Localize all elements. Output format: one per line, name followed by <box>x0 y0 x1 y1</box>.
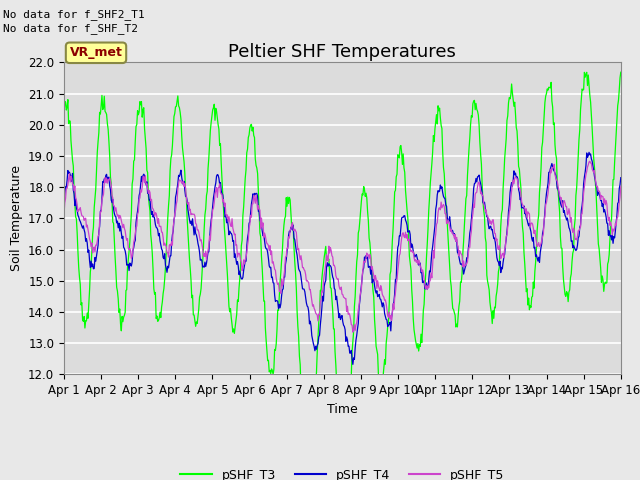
pSHF_T5 <box>184 202 192 207</box>
pSHF_T5 <box>70 188 78 193</box>
pSHF_T3 <box>184 229 192 235</box>
pSHF_T3 <box>304 456 312 461</box>
pSHF_T4 <box>60 198 68 204</box>
Title: Peltier SHF Temperatures: Peltier SHF Temperatures <box>228 43 456 61</box>
pSHF_T4 <box>349 361 356 367</box>
X-axis label: Time: Time <box>327 403 358 416</box>
pSHF_T4 <box>184 206 192 212</box>
pSHF_T3 <box>617 69 625 75</box>
Text: No data for f_SHF2_T1: No data for f_SHF2_T1 <box>3 9 145 20</box>
pSHF_T5 <box>617 183 625 189</box>
pSHF_T3 <box>411 332 419 338</box>
pSHF_T5 <box>127 255 135 261</box>
pSHF_T4 <box>127 263 135 269</box>
pSHF_T4 <box>585 149 593 155</box>
Line: pSHF_T4: pSHF_T4 <box>64 152 621 364</box>
pSHF_T3 <box>428 171 435 177</box>
pSHF_T5 <box>586 158 594 164</box>
pSHF_T4 <box>411 254 419 260</box>
Text: No data for f_SHF_T2: No data for f_SHF_T2 <box>3 23 138 34</box>
pSHF_T5 <box>60 212 68 218</box>
pSHF_T5 <box>214 194 221 200</box>
Text: VR_met: VR_met <box>70 46 122 59</box>
pSHF_T3 <box>214 115 221 121</box>
Legend: pSHF_T3, pSHF_T4, pSHF_T5: pSHF_T3, pSHF_T4, pSHF_T5 <box>175 464 509 480</box>
pSHF_T4 <box>617 175 625 180</box>
pSHF_T4 <box>70 191 78 196</box>
pSHF_T3 <box>127 211 135 216</box>
Line: pSHF_T3: pSHF_T3 <box>64 72 621 458</box>
pSHF_T3 <box>70 187 78 192</box>
pSHF_T5 <box>349 329 356 335</box>
pSHF_T5 <box>428 270 435 276</box>
pSHF_T5 <box>411 258 419 264</box>
Y-axis label: Soil Temperature: Soil Temperature <box>10 166 22 271</box>
Line: pSHF_T5: pSHF_T5 <box>64 161 621 332</box>
pSHF_T3 <box>60 113 68 119</box>
pSHF_T4 <box>428 259 435 265</box>
pSHF_T4 <box>214 172 221 178</box>
